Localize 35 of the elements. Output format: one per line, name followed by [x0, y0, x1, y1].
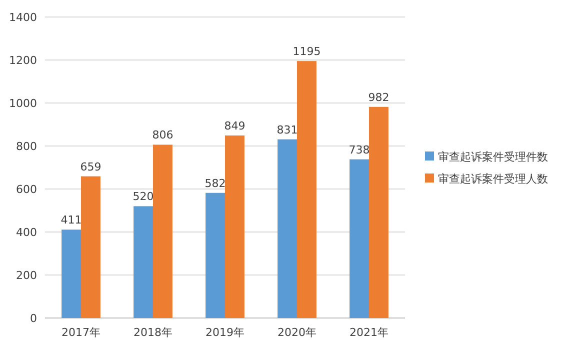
- x-tick-label: 2019年: [206, 326, 244, 339]
- x-tick-label: 2017年: [62, 326, 100, 339]
- data-label: 520: [132, 190, 154, 204]
- y-tick-label: 0: [30, 312, 37, 325]
- bar: [369, 106, 388, 318]
- x-tick-label: 2021年: [350, 326, 388, 339]
- bar: [350, 159, 369, 318]
- data-label: 659: [80, 160, 102, 174]
- y-tick-label: 1400: [9, 11, 37, 24]
- bar: [134, 206, 153, 318]
- data-label: 738: [348, 143, 370, 156]
- bar: [206, 192, 225, 318]
- data-label: 831: [276, 123, 298, 136]
- data-label: 982: [368, 90, 390, 104]
- y-tick-label: 1200: [9, 54, 37, 67]
- bar: [297, 61, 316, 318]
- legend-label: 审查起诉案件受理件数: [438, 150, 548, 164]
- data-label: 1195: [292, 45, 321, 58]
- x-tick-label: 2018年: [134, 326, 172, 339]
- bar: [81, 176, 100, 318]
- legend-label: 审查起诉案件受理人数: [438, 172, 548, 186]
- y-tick-label: 800: [16, 140, 37, 153]
- y-tick-label: 1000: [9, 97, 37, 110]
- y-tick-label: 600: [16, 183, 37, 196]
- bar: [62, 230, 81, 318]
- bar: [225, 135, 244, 318]
- y-tick-label: 400: [16, 226, 37, 239]
- data-label: 806: [152, 128, 174, 142]
- bar: [278, 139, 297, 318]
- bar: [153, 144, 172, 318]
- data-label: 582: [204, 176, 226, 190]
- data-label: 411: [60, 214, 82, 227]
- y-tick-label: 200: [16, 269, 37, 282]
- data-label: 849: [224, 119, 246, 132]
- x-tick-label: 2020年: [278, 326, 316, 339]
